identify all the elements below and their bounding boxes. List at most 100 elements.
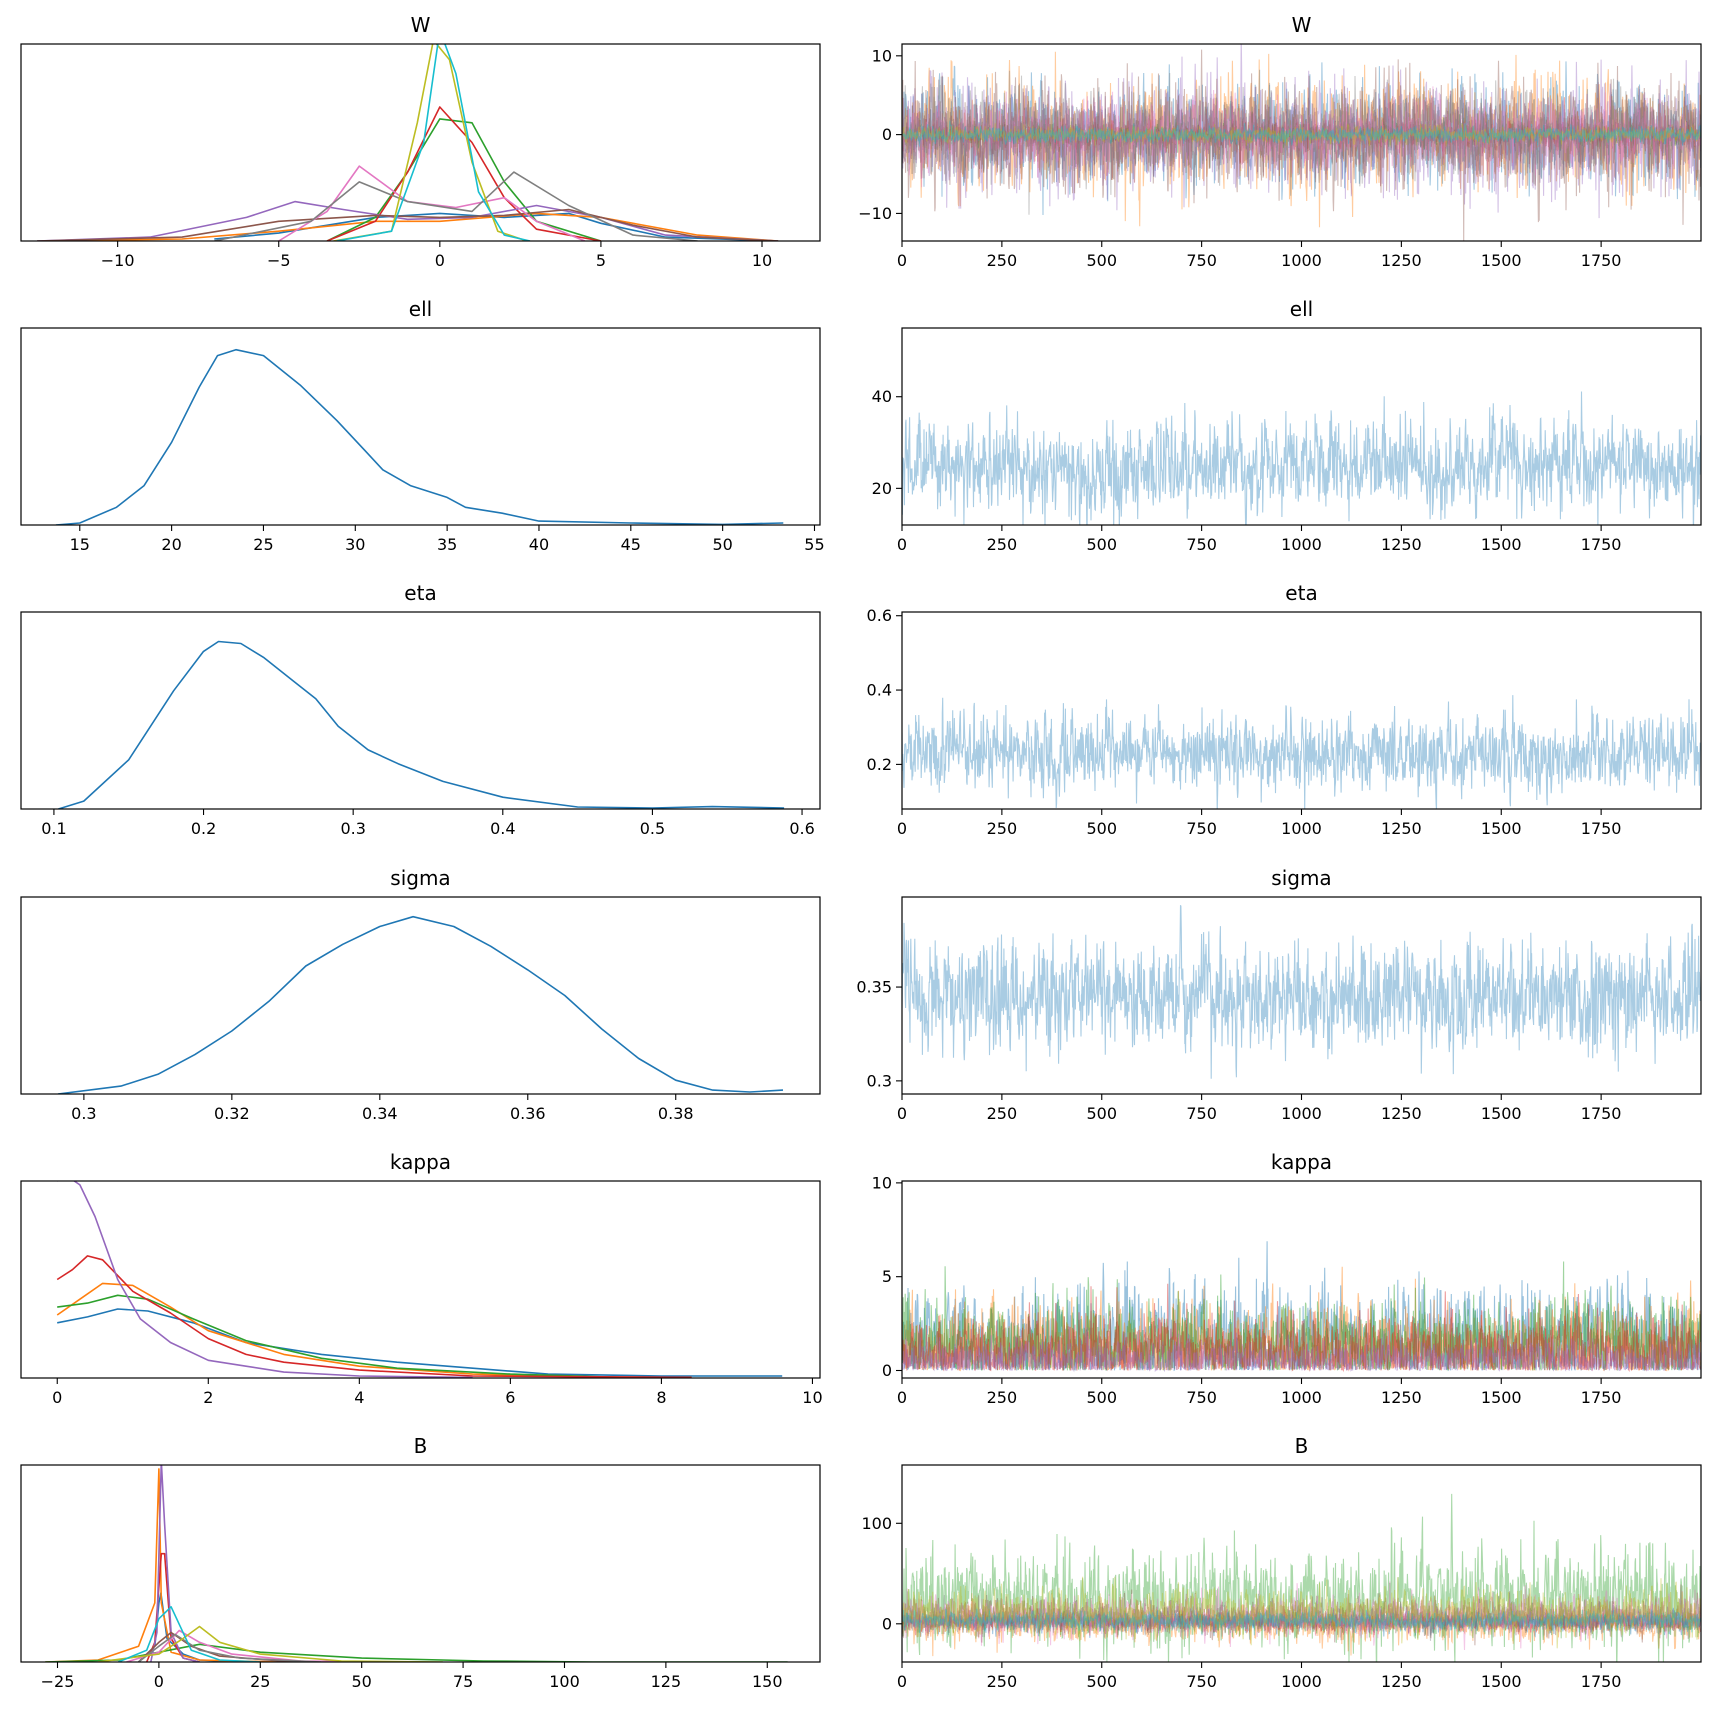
sigma-trace-xtick-label-0: 0 [897, 1104, 907, 1123]
sigma-trace-ytick-label-0: 0.3 [867, 1071, 892, 1090]
ell-density-series-line-0 [55, 348, 784, 525]
W-density-series-line-2 [326, 118, 602, 241]
W-trace-panel: W 0 250 500 750 1000 1250 1500 1750 −10 0 10 [858, 13, 1702, 270]
W-trace-chain-line-9 [902, 120, 1701, 148]
B-density-series-line-5 [138, 1631, 383, 1662]
kappa-density-series-line-2 [57, 1294, 624, 1378]
ell-trace-chain-line-0 [902, 391, 1701, 525]
sigma-density-xtick-label-3: 0.36 [510, 1104, 546, 1123]
ell-trace-plot-area [902, 391, 1701, 525]
W-trace-plot-area [902, 44, 1701, 241]
eta-trace-xtick-label-0: 0 [897, 819, 907, 838]
sigma-trace-xtick-label-1: 250 [987, 1104, 1018, 1123]
ell-trace-xtick-label-3: 750 [1186, 535, 1217, 554]
kappa-trace-ytick-label-0: 0 [882, 1361, 892, 1380]
eta-trace-ytick-label-0: 0.2 [867, 755, 892, 774]
eta-trace-xtick-label-6: 1500 [1481, 819, 1522, 838]
B-trace-panel: B 0 250 500 750 1000 1250 1500 1750 0 100 [861, 1434, 1702, 1691]
sigma-density-xtick-label-1: 0.32 [214, 1104, 250, 1123]
kappa-density-xtick-label-0: 0 [52, 1388, 62, 1407]
eta-trace-chain-line-0 [902, 695, 1701, 809]
eta-density-xtick-label-2: 0.3 [340, 819, 365, 838]
W-density-xtick-label-0: −10 [101, 251, 135, 270]
B-trace-chain-line-2 [902, 1493, 1701, 1662]
kappa-density-title: kappa [390, 1150, 451, 1174]
B-density-xtick-label-3: 50 [352, 1672, 372, 1691]
ell-density-title: ell [409, 297, 432, 321]
W-trace-chain-line-1 [902, 51, 1701, 228]
W-trace-chain-line-4 [902, 44, 1701, 219]
kappa-trace-ytick-label-1: 5 [882, 1267, 892, 1286]
W-trace-ytick-label-2: 10 [872, 46, 892, 65]
B-trace-chain-line-8 [902, 1576, 1701, 1649]
kappa-trace-plot-area [902, 1241, 1701, 1373]
kappa-density-series-line-4 [57, 1181, 473, 1378]
B-density-xtick-label-4: 75 [453, 1672, 473, 1691]
eta-density-title: eta [404, 581, 436, 605]
ell-trace-title: ell [1290, 297, 1313, 321]
eta-trace-xtick-label-4: 1000 [1281, 819, 1322, 838]
sigma-density-xtick-label-2: 0.34 [362, 1104, 398, 1123]
W-trace-xtick-label-7: 1750 [1581, 251, 1622, 270]
ell-trace-xtick-label-1: 250 [987, 535, 1018, 554]
kappa-density-plot-area [56, 1181, 783, 1378]
eta-density-xtick-label-5: 0.6 [789, 819, 814, 838]
B-density-series-line-1 [45, 1468, 281, 1662]
eta-trace-xtick-label-7: 1750 [1581, 819, 1622, 838]
W-trace-xtick-label-2: 500 [1086, 251, 1117, 270]
ell-trace-xtick-label-4: 1000 [1281, 535, 1322, 554]
sigma-trace-xtick-label-6: 1500 [1481, 1104, 1522, 1123]
W-trace-chain-line-2 [902, 114, 1701, 155]
B-trace-xtick-label-1: 250 [987, 1672, 1018, 1691]
B-density-xtick-label-7: 150 [752, 1672, 783, 1691]
W-trace-title: W [1292, 13, 1312, 37]
W-density-series-line-3 [326, 106, 602, 241]
kappa-density-xtick-label-1: 2 [203, 1388, 213, 1407]
W-trace-xtick-label-5: 1250 [1381, 251, 1422, 270]
kappa-trace-xtick-label-3: 750 [1186, 1388, 1217, 1407]
ell-density-xtick-label-7: 50 [712, 535, 732, 554]
kappa-trace-xtick-label-7: 1750 [1581, 1388, 1622, 1407]
kappa-density-series-line-3 [56, 1255, 692, 1378]
B-density-xtick-label-0: −25 [41, 1672, 75, 1691]
ell-trace-ytick-label-1: 40 [872, 387, 892, 406]
kappa-trace-xtick-label-5: 1250 [1381, 1388, 1422, 1407]
eta-trace-ytick-label-1: 0.4 [867, 681, 892, 700]
eta-trace-xtick-label-3: 750 [1186, 819, 1217, 838]
W-trace-chain-line-7 [902, 70, 1701, 215]
B-trace-xtick-label-3: 750 [1186, 1672, 1217, 1691]
eta-trace-xtick-label-1: 250 [987, 819, 1018, 838]
W-density-series-line-8 [333, 44, 528, 241]
sigma-trace-ytick-label-1: 0.35 [856, 978, 892, 997]
W-trace-ytick-label-0: −10 [858, 204, 892, 223]
B-trace-xtick-label-5: 1250 [1381, 1672, 1422, 1691]
B-density-xtick-label-2: 25 [250, 1672, 270, 1691]
sigma-trace-title: sigma [1271, 866, 1331, 890]
eta-trace-ytick-label-2: 0.6 [867, 606, 892, 625]
kappa-trace-chain-line-2 [902, 1261, 1701, 1372]
sigma-trace-xtick-label-4: 1000 [1281, 1104, 1322, 1123]
kappa-trace-xtick-label-0: 0 [897, 1388, 907, 1407]
ell-density-xtick-label-6: 45 [621, 535, 641, 554]
ell-trace-ytick-label-0: 20 [872, 479, 892, 498]
ell-density-xtick-label-4: 35 [437, 535, 457, 554]
W-density-axes-frame [20, 43, 821, 242]
sigma-trace-plot-area [902, 905, 1701, 1079]
B-density-xtick-label-5: 100 [549, 1672, 580, 1691]
kappa-trace-chain-line-1 [902, 1266, 1701, 1372]
B-density-series-line-9 [117, 1606, 261, 1662]
B-trace-chain-line-4 [902, 1610, 1701, 1634]
kappa-density-series-line-0 [57, 1308, 783, 1377]
B-density-series-line-4 [150, 1465, 200, 1662]
W-trace-xtick-label-0: 0 [897, 251, 907, 270]
ell-density-xtick-label-1: 20 [161, 535, 181, 554]
W-trace-xtick-label-1: 250 [987, 251, 1018, 270]
ell-trace-xtick-label-6: 1500 [1481, 535, 1522, 554]
B-trace-chain-line-9 [902, 1606, 1701, 1637]
B-trace-chain-line-3 [902, 1606, 1701, 1636]
W-density-xtick-label-4: 10 [752, 251, 772, 270]
sigma-trace-chain-line-0 [902, 905, 1701, 1079]
sigma-density-xtick-label-4: 0.38 [658, 1104, 694, 1123]
W-density-series-line-5 [37, 208, 779, 241]
